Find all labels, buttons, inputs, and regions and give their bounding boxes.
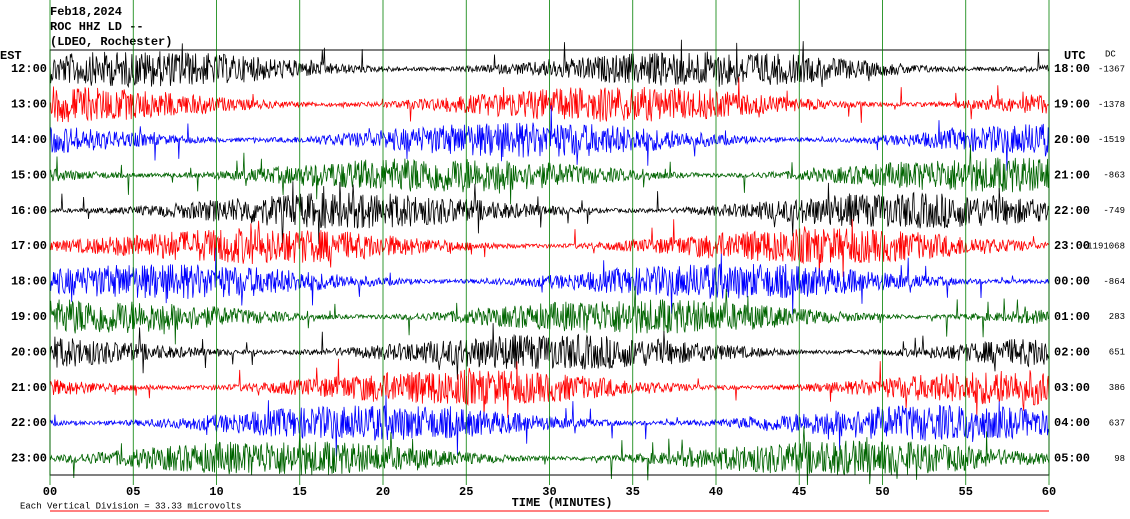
dc-value: 386	[1109, 383, 1125, 393]
utc-label: 05:00	[1054, 452, 1090, 466]
utc-label: 00:00	[1054, 275, 1090, 289]
est-label: 22:00	[11, 416, 47, 430]
utc-label: 23:00	[1054, 239, 1090, 253]
date: Feb18,2024	[50, 5, 122, 19]
est-label: 23:00	[11, 452, 47, 466]
dc-value: -1191068	[1082, 241, 1125, 251]
right-axis-label: UTC	[1064, 49, 1086, 63]
dc-value: -749	[1103, 206, 1125, 216]
utc-label: 04:00	[1054, 416, 1090, 430]
est-label: 16:00	[11, 204, 47, 218]
est-label: 17:00	[11, 239, 47, 253]
est-label: 15:00	[11, 168, 47, 182]
est-label: 20:00	[11, 345, 47, 359]
x-tick-label: 15	[293, 485, 307, 499]
est-label: 12:00	[11, 62, 47, 76]
x-tick-label: 10	[209, 485, 223, 499]
utc-label: 19:00	[1054, 98, 1090, 112]
utc-label: 03:00	[1054, 381, 1090, 395]
dc-value: 651	[1109, 348, 1125, 358]
est-label: 21:00	[11, 381, 47, 395]
left-axis-label: EST	[0, 49, 22, 63]
est-label: 14:00	[11, 133, 47, 147]
dc-value: 98	[1114, 454, 1125, 464]
dc-value: 637	[1109, 418, 1125, 428]
station: ROC HHZ LD --	[50, 20, 144, 34]
footer: Each Vertical Division = 33.33 microvolt…	[20, 501, 241, 511]
dc-value: -1378	[1098, 100, 1125, 110]
x-axis-label: TIME (MINUTES)	[512, 496, 613, 510]
utc-label: 18:00	[1054, 62, 1090, 76]
utc-label: 20:00	[1054, 133, 1090, 147]
dc-label: DC	[1105, 49, 1116, 59]
x-tick-label: 50	[875, 485, 889, 499]
dc-value: -863	[1103, 171, 1125, 181]
dc-value: -1367	[1098, 64, 1125, 74]
utc-label: 21:00	[1054, 168, 1090, 182]
x-tick-label: 35	[626, 485, 640, 499]
x-tick-label: 60	[1042, 485, 1056, 499]
x-tick-label: 25	[459, 485, 473, 499]
est-label: 19:00	[11, 310, 47, 324]
x-tick-label: 55	[959, 485, 973, 499]
est-label: 18:00	[11, 275, 47, 289]
utc-label: 22:00	[1054, 204, 1090, 218]
x-tick-label: 30	[542, 485, 556, 499]
utc-label: 01:00	[1054, 310, 1090, 324]
utc-label: 02:00	[1054, 345, 1090, 359]
x-tick-label: 20	[376, 485, 390, 499]
est-label: 13:00	[11, 98, 47, 112]
dc-value: -1519	[1098, 135, 1125, 145]
x-tick-label: 40	[709, 485, 723, 499]
x-tick-label: 00	[43, 485, 57, 499]
x-tick-label: 05	[126, 485, 140, 499]
dc-value: 283	[1109, 312, 1125, 322]
location: (LDEO, Rochester)	[50, 35, 172, 49]
dc-value: -864	[1103, 277, 1125, 287]
x-tick-label: 45	[792, 485, 806, 499]
